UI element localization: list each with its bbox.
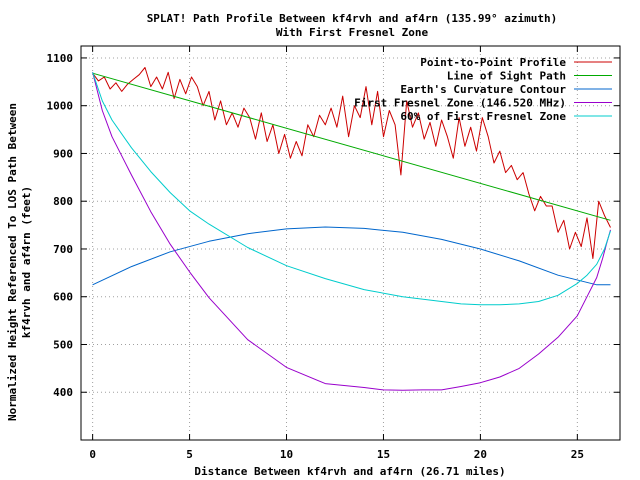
- y-tick-label: 1000: [47, 100, 74, 113]
- x-tick-label: 25: [571, 448, 584, 461]
- plot-frame: [80, 45, 621, 441]
- x-tick-label: 20: [474, 448, 487, 461]
- x-axis-label: Distance Between kf4rvh and af4rn (26.71…: [194, 465, 505, 478]
- legend-label: Point-to-Point Profile: [420, 56, 566, 69]
- y-axis-label-line2: kf4rvh and af4rn (feet): [20, 186, 33, 338]
- x-tick-label: 15: [377, 448, 390, 461]
- series-line-first-fresnel-zone-146-520-mhz: [92, 72, 611, 391]
- y-tick-label: 800: [53, 195, 73, 208]
- series-line-point-to-point-profile: [92, 67, 611, 259]
- y-tick-label: 1100: [47, 52, 74, 65]
- legend-label: Earth's Curvature Contour: [400, 83, 566, 96]
- x-tick-label: 10: [280, 448, 293, 461]
- axis-ticks: 400 500 600 700 800 900 1000 1100 0 5 10 15 20 25: [47, 46, 620, 461]
- series-group: [92, 67, 611, 391]
- y-tick-label: 500: [53, 338, 73, 351]
- grid: [81, 46, 620, 440]
- series-line-60-of-first-fresnel-zone: [92, 72, 611, 306]
- series-line-line-of-sight-path: [92, 72, 611, 221]
- chart-subtitle: With First Fresnel Zone: [276, 26, 429, 39]
- series-line-earth-s-curvature-contour: [92, 226, 611, 286]
- y-tick-label: 900: [53, 147, 73, 160]
- x-tick-label: 0: [89, 448, 96, 461]
- legend-label: Line of Sight Path: [447, 70, 566, 83]
- y-axis-label-line1: Normalized Height Referenced To LOS Path…: [6, 103, 19, 421]
- legend-label: 60% of First Fresnel Zone: [400, 110, 566, 123]
- chart-title: SPLAT! Path Profile Between kf4rvh and a…: [147, 12, 558, 25]
- y-tick-label: 600: [53, 291, 73, 304]
- x-tick-label: 5: [186, 448, 193, 461]
- legend-label: First Fresnel Zone (146.520 MHz): [354, 97, 566, 110]
- y-tick-label: 400: [53, 386, 73, 399]
- y-tick-label: 700: [53, 243, 73, 256]
